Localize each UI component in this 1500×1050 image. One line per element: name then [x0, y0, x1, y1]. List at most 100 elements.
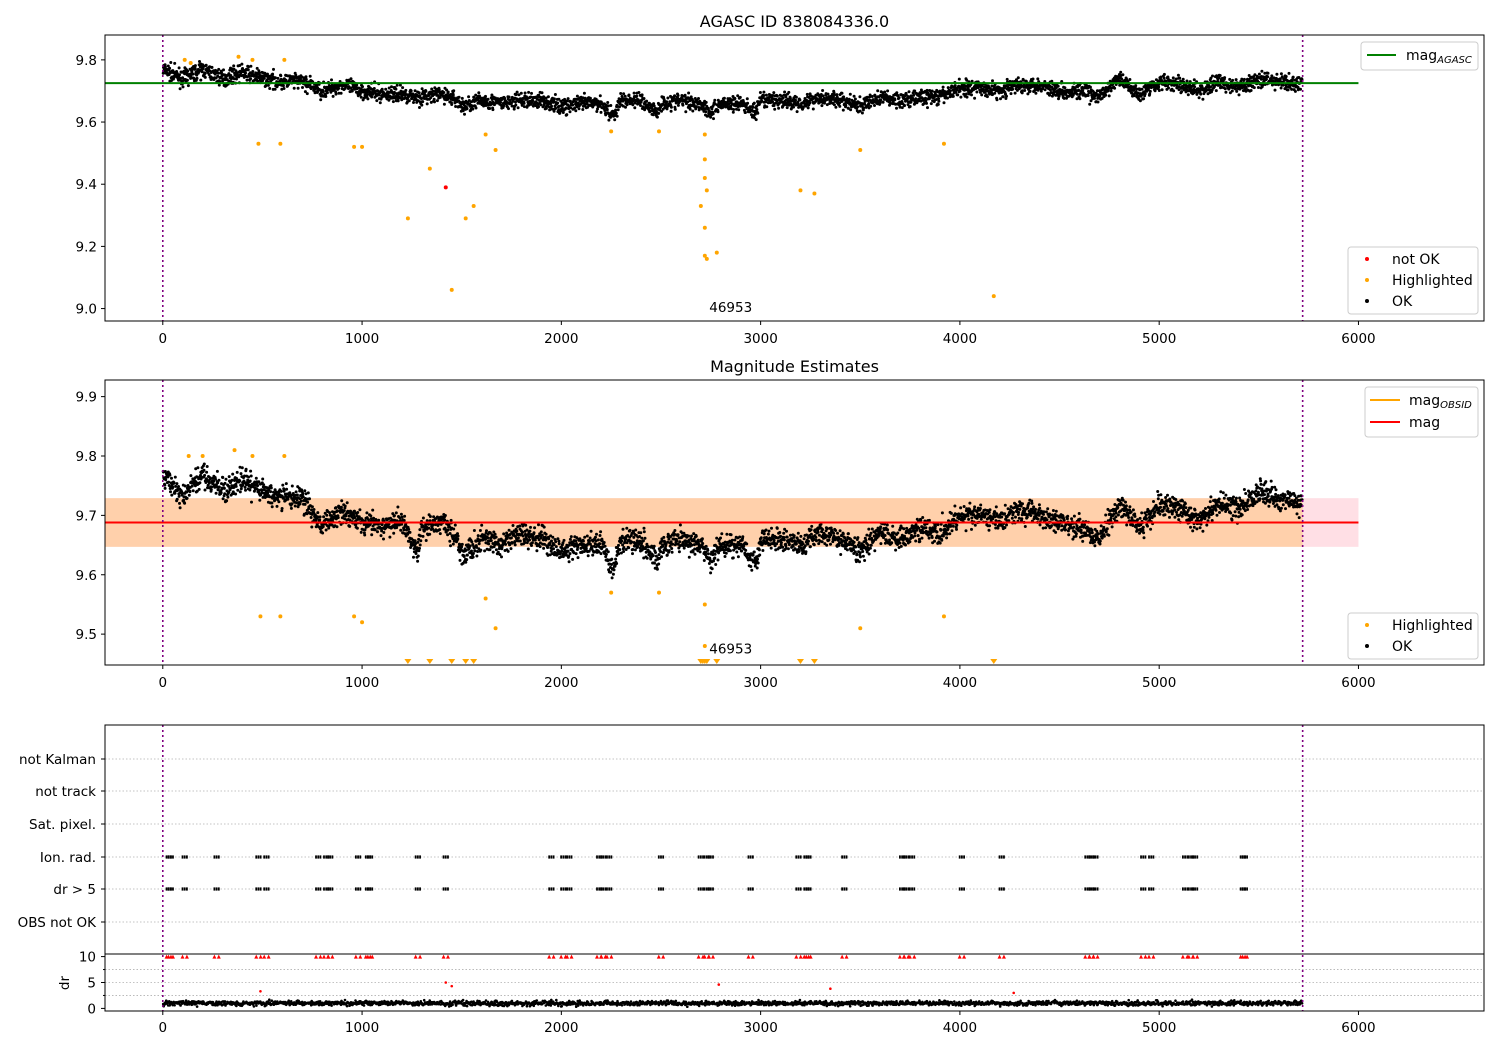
ok-point	[930, 89, 934, 93]
ok-point	[494, 548, 498, 552]
y-tick-label: 9.2	[76, 239, 97, 255]
ok-point	[191, 489, 195, 493]
ok-point	[764, 93, 768, 97]
ok-point	[1034, 91, 1038, 95]
ok-point	[489, 539, 493, 543]
ok-point	[486, 536, 490, 540]
ok-point	[524, 523, 528, 527]
ok-point	[832, 103, 836, 107]
ok-point	[965, 95, 969, 99]
ok-point	[1193, 85, 1197, 89]
ok-point	[1178, 76, 1182, 80]
ok-point	[403, 514, 407, 518]
legend-text: mag	[1406, 48, 1437, 64]
ok-point	[365, 511, 369, 515]
ok-point	[222, 68, 225, 72]
ok-point	[668, 100, 672, 104]
ok-point	[576, 556, 580, 560]
ok-point	[1242, 77, 1246, 81]
ok-point	[553, 93, 557, 96]
ok-point	[567, 560, 571, 564]
ok-point	[472, 95, 476, 99]
ok-point	[903, 104, 906, 108]
ok-point	[816, 97, 819, 101]
ok-point	[1143, 92, 1147, 96]
ok-point	[1172, 89, 1176, 93]
ok-point	[416, 540, 420, 544]
ok-point	[475, 554, 479, 558]
ok-point	[467, 95, 471, 99]
ok-point	[468, 544, 472, 548]
ok-point	[203, 473, 207, 477]
ok-point	[566, 549, 570, 553]
ok-point	[308, 74, 312, 78]
ok-point	[203, 72, 207, 75]
ok-point	[665, 100, 669, 104]
ok-point	[687, 91, 691, 95]
ok-point	[1252, 86, 1256, 90]
ok-point	[550, 104, 553, 108]
ok-point	[433, 100, 436, 104]
ok-point	[465, 107, 469, 111]
ok-point	[1119, 70, 1123, 74]
ok-point	[537, 523, 540, 527]
ok-point	[380, 523, 384, 527]
ok-point	[197, 487, 201, 491]
ok-point	[202, 468, 206, 472]
ok-point	[249, 474, 253, 478]
ok-point	[1197, 96, 1201, 100]
y-tick-label: 9.4	[76, 177, 97, 193]
ok-point	[1167, 86, 1170, 90]
ok-point	[304, 75, 308, 79]
ok-point	[390, 85, 393, 89]
ok-point	[1181, 77, 1185, 81]
ok-point	[844, 103, 848, 107]
ok-point	[222, 486, 226, 490]
ok-point	[1121, 73, 1125, 77]
ok-point	[240, 466, 244, 470]
ok-point	[513, 543, 517, 547]
ok-point	[402, 518, 406, 522]
x-tick-label: 5000	[1142, 331, 1176, 347]
ok-point	[460, 96, 464, 100]
highlighted-point	[278, 141, 283, 146]
ok-point	[250, 500, 253, 504]
ok-point	[365, 93, 369, 97]
legend-subscript: AGASC	[1436, 55, 1472, 66]
ok-point	[937, 97, 941, 101]
legend-marker	[1365, 299, 1369, 303]
ok-point	[223, 492, 227, 496]
ok-point	[788, 96, 792, 100]
ok-point	[796, 102, 800, 106]
ok-point	[970, 93, 973, 97]
ok-point	[591, 105, 595, 109]
ok-point	[684, 110, 688, 114]
ok-point	[743, 111, 747, 114]
ok-point	[514, 93, 518, 97]
ok-point	[1050, 79, 1054, 83]
ok-point	[370, 95, 374, 99]
ok-point	[387, 86, 391, 90]
ok-point	[611, 109, 615, 113]
ok-point	[635, 94, 639, 98]
ok-point	[762, 90, 766, 94]
ok-point	[460, 105, 464, 109]
ok-point	[273, 76, 277, 80]
y-tick-label: 9.8	[76, 53, 97, 69]
ok-point	[517, 93, 521, 97]
ok-point	[564, 106, 568, 110]
ok-point	[575, 94, 579, 98]
ok-point	[1293, 89, 1297, 93]
ok-point	[925, 101, 928, 105]
ok-point	[1260, 69, 1264, 73]
ok-point	[898, 105, 902, 109]
ok-point	[1287, 71, 1291, 75]
ok-point	[376, 530, 379, 534]
ok-point	[858, 109, 862, 113]
ok-point	[355, 83, 359, 87]
highlighted-point	[702, 176, 707, 180]
ok-point	[310, 505, 314, 509]
ok-point	[669, 109, 673, 113]
ok-point	[542, 546, 546, 550]
ok-point	[430, 87, 434, 91]
